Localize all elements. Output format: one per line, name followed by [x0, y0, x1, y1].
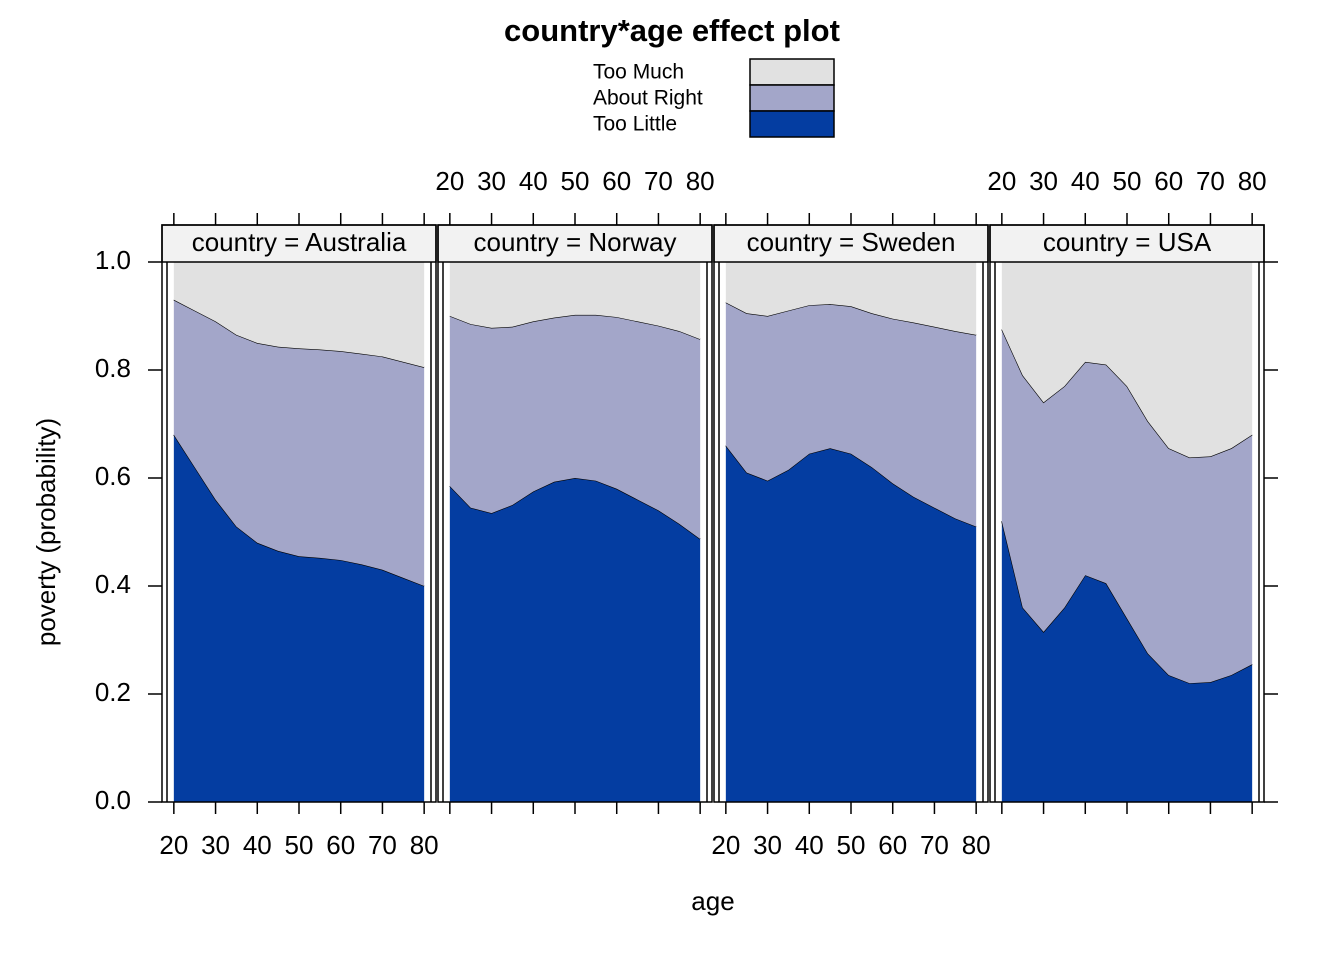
- x-tick-label: 30: [1029, 166, 1058, 196]
- x-tick-label: 40: [243, 830, 272, 860]
- y-tick-label: 0.6: [95, 461, 131, 491]
- x-tick-label: 60: [878, 830, 907, 860]
- x-tick-label: 30: [477, 166, 506, 196]
- x-tick-label: 40: [1071, 166, 1100, 196]
- y-tick-label: 1.0: [95, 245, 131, 275]
- x-tick-label: 80: [686, 166, 715, 196]
- x-tick-label: 80: [962, 830, 991, 860]
- x-tick-label: 20: [435, 166, 464, 196]
- x-tick-label: 30: [753, 830, 782, 860]
- area: [449, 314, 701, 540]
- y-tick-label: 0.0: [95, 785, 131, 815]
- x-tick-label: 20: [987, 166, 1016, 196]
- area: [449, 262, 701, 340]
- area: [725, 445, 977, 802]
- y-tick-label: 0.4: [95, 569, 131, 599]
- x-tick-label: 60: [602, 166, 631, 196]
- x-tick-label: 60: [326, 830, 355, 860]
- legend-swatch: [749, 84, 835, 112]
- x-tick-label: 70: [368, 830, 397, 860]
- x-tick-label: 80: [410, 830, 439, 860]
- area: [725, 262, 977, 335]
- x-tick-label: 20: [711, 830, 740, 860]
- x-tick-label: 70: [1196, 166, 1225, 196]
- x-tick-label: 30: [201, 830, 230, 860]
- legend-label: Too Little: [593, 113, 677, 136]
- area: [449, 478, 701, 802]
- x-tick-label: 40: [519, 166, 548, 196]
- x-tick-label: 70: [920, 830, 949, 860]
- x-tick-label: 50: [1113, 166, 1142, 196]
- panel-title: country = Australia: [192, 227, 407, 257]
- chart-title: country*age effect plot: [504, 13, 840, 48]
- area: [1001, 521, 1253, 802]
- panel-title: country = Sweden: [747, 227, 956, 257]
- x-tick-label: 50: [837, 830, 866, 860]
- legend-label: About Right: [593, 87, 703, 110]
- y-tick-label: 0.2: [95, 677, 131, 707]
- y-axis-label: poverty (probability): [31, 418, 61, 646]
- x-tick-label: 50: [561, 166, 590, 196]
- x-tick-label: 40: [795, 830, 824, 860]
- legend-swatch: [749, 110, 835, 138]
- x-tick-label: 50: [285, 830, 314, 860]
- legend-label: Too Much: [593, 61, 684, 84]
- y-tick-label: 0.8: [95, 353, 131, 383]
- panel-title: country = Norway: [473, 227, 676, 257]
- area: [1001, 329, 1253, 684]
- x-tick-label: 20: [159, 830, 188, 860]
- x-tick-label: 80: [1238, 166, 1267, 196]
- area: [1001, 262, 1253, 458]
- x-tick-label: 60: [1154, 166, 1183, 196]
- x-axis-label: age: [691, 886, 734, 916]
- area: [173, 299, 425, 586]
- area: [173, 262, 425, 368]
- x-tick-label: 70: [644, 166, 673, 196]
- legend-swatch: [749, 58, 835, 86]
- panel-title: country = USA: [1043, 227, 1212, 257]
- area: [725, 302, 977, 527]
